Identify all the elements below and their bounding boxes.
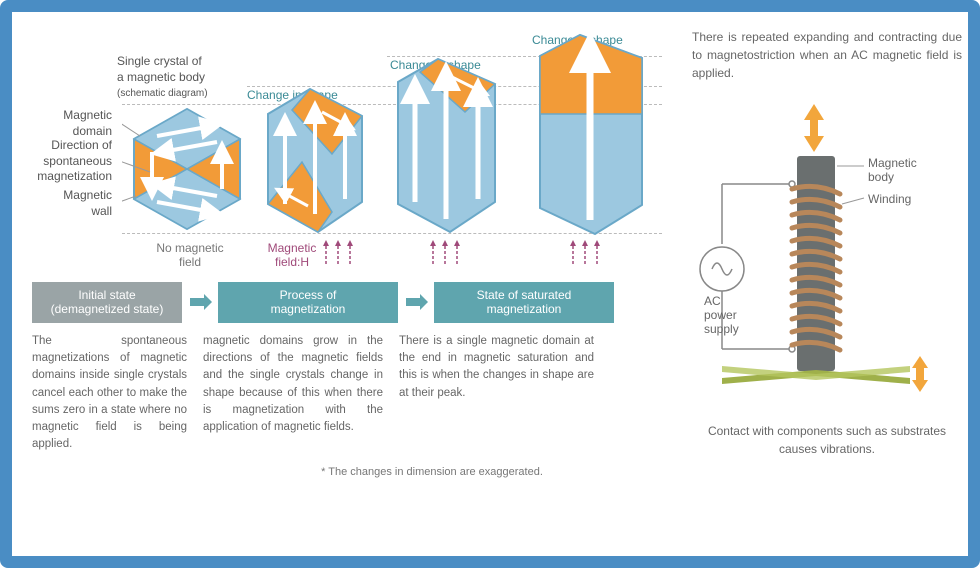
stage-arrow-2 — [404, 294, 428, 310]
desc-2: magnetic domains grow in the directions … — [203, 333, 383, 454]
label-ac: AC power supply — [704, 294, 739, 336]
stage-initial: Initial state (demagnetized state) — [32, 282, 182, 323]
stage-saturated: State of saturated magnetization — [434, 282, 614, 323]
label-body: Magnetic body — [868, 156, 917, 184]
label-wall: Magnetic wall — [32, 188, 112, 219]
stage-process: Process of magnetization — [218, 282, 398, 323]
crystal-title: Single crystal of a magnetic body (schem… — [117, 54, 208, 101]
stage-boxes: Initial state (demagnetized state) Proce… — [32, 282, 672, 323]
left-panel: Single crystal of a magnetic body (schem… — [32, 28, 672, 540]
label-winding: Winding — [868, 192, 911, 206]
desc-1: The spontaneous magnetizations of magnet… — [32, 333, 187, 454]
label-direction: Direction of spontaneous magnetization — [24, 138, 112, 185]
field-arrows-2 — [427, 238, 467, 266]
right-bottom-text: Contact with components such as substrat… — [692, 422, 962, 458]
descriptions: The spontaneous magnetizations of magnet… — [32, 333, 672, 454]
main-layout: Single crystal of a magnetic body (schem… — [32, 28, 948, 540]
label-domain: Magnetic domain — [32, 108, 112, 139]
right-panel: There is repeated expanding and contract… — [692, 28, 962, 540]
field-arrows-3 — [567, 238, 607, 266]
crystals-area: Single crystal of a magnetic body (schem… — [32, 28, 672, 278]
coil-diagram: Magnetic body Winding AC power supply — [692, 94, 962, 414]
crystal-1 — [122, 104, 252, 234]
stage-arrow-1 — [188, 294, 212, 310]
footnote: * The changes in dimension are exaggerat… — [192, 466, 672, 478]
crystal-4 — [530, 30, 655, 238]
label-no-field: No magnetic field — [140, 241, 240, 269]
crystal-2 — [260, 84, 375, 236]
crystal-3 — [390, 54, 508, 236]
right-top-text: There is repeated expanding and contract… — [692, 28, 962, 82]
desc-3: There is a single magnetic domain at the… — [399, 333, 594, 454]
coil-svg — [692, 94, 962, 414]
field-arrows-1 — [320, 238, 360, 266]
diagram-container: Single crystal of a magnetic body (schem… — [0, 0, 980, 568]
